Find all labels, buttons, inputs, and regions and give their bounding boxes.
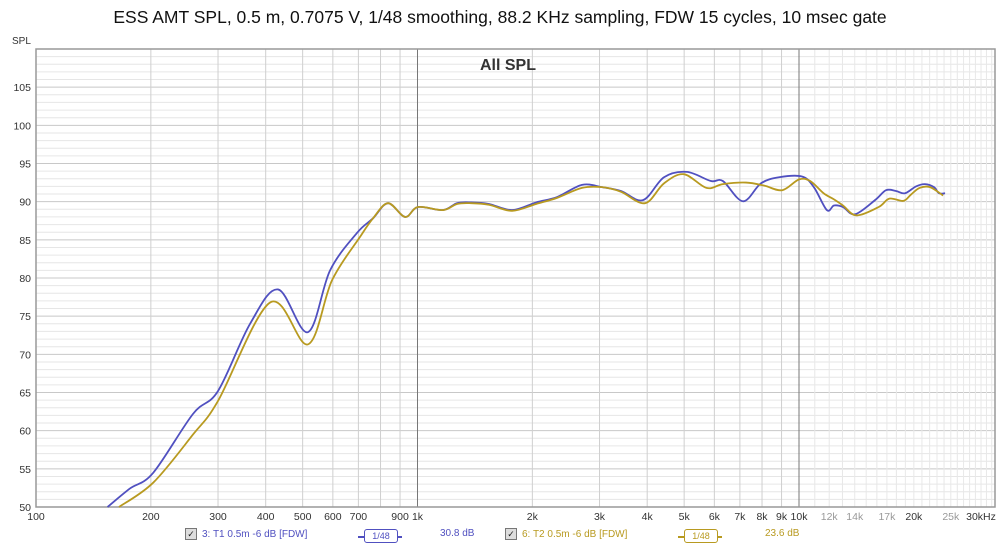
x-tick-label: 500: [294, 511, 312, 523]
y-tick-label: 50: [19, 502, 31, 514]
x-tick-label: 5k: [679, 511, 691, 523]
plot-frame: [35, 48, 996, 508]
chart-subtitle: All SPL: [480, 57, 536, 74]
chart-title: ESS AMT SPL, 0.5 m, 0.7075 V, 1/48 smoot…: [113, 7, 887, 27]
x-tick-label: 20k: [905, 511, 923, 523]
y-tick-label: 90: [19, 197, 31, 209]
level-text-t1: 30.8 dB: [440, 528, 475, 539]
series-line-2: [118, 173, 944, 508]
level-t2: 23.6 dB: [765, 528, 799, 539]
y-tick-label: 105: [13, 82, 31, 94]
checkbox-t2[interactable]: ✓: [505, 528, 517, 540]
x-tick-label: 700: [350, 511, 368, 523]
y-tick-label: 75: [19, 311, 31, 323]
smoothing-button-t2[interactable]: 1/48: [684, 529, 718, 543]
x-tick-label: 10k: [791, 511, 809, 523]
legend-item-t1[interactable]: ✓ 3: T1 0.5m -6 dB [FDW]: [185, 528, 307, 540]
level-t1: 30.8 dB: [440, 528, 474, 539]
x-tick-label: 100: [27, 511, 45, 523]
smoothing-button-t1[interactable]: 1/48: [364, 529, 398, 543]
y-tick-label: 85: [19, 235, 31, 247]
x-tick-label: 400: [257, 511, 275, 523]
x-tick-label: 25k: [942, 511, 960, 523]
y-tick-label: 80: [19, 273, 31, 285]
x-tick-label: 900: [391, 511, 409, 523]
checkbox-t1[interactable]: ✓: [185, 528, 197, 540]
legend-label-t2: 6: T2 0.5m -6 dB [FDW]: [522, 528, 628, 540]
x-tick-label: 14k: [846, 511, 864, 523]
x-tick-label: 200: [142, 511, 160, 523]
y-tick-label: 70: [19, 349, 31, 361]
x-tick-label: 4k: [642, 511, 654, 523]
y-tick-label: 95: [19, 159, 31, 171]
legend-item-t2[interactable]: ✓ 6: T2 0.5m -6 dB [FDW]: [505, 528, 627, 540]
x-tick-label: 2k: [527, 511, 539, 523]
x-tick-label: 30kHz: [966, 511, 996, 523]
x-tick-label: 6k: [709, 511, 721, 523]
x-tick-label: 7k: [734, 511, 746, 523]
y-tick-label: 60: [19, 426, 31, 438]
x-tick-label: 17k: [878, 511, 896, 523]
x-tick-label: 9k: [776, 511, 788, 523]
x-tick-label: 3k: [594, 511, 606, 523]
x-tick-label: 300: [209, 511, 227, 523]
level-text-t2: 23.6 dB: [765, 528, 800, 539]
y-tick-label: 55: [19, 464, 31, 476]
legend-label-t1: 3: T1 0.5m -6 dB [FDW]: [202, 528, 308, 540]
y-tick-label: 100: [13, 120, 31, 132]
x-tick-label: 8k: [756, 511, 768, 523]
y-axis-label: SPL: [12, 36, 31, 47]
x-tick-label: 12k: [821, 511, 839, 523]
x-tick-label: 1k: [412, 511, 424, 523]
x-tick-label: 600: [324, 511, 342, 523]
y-tick-label: 65: [19, 388, 31, 400]
